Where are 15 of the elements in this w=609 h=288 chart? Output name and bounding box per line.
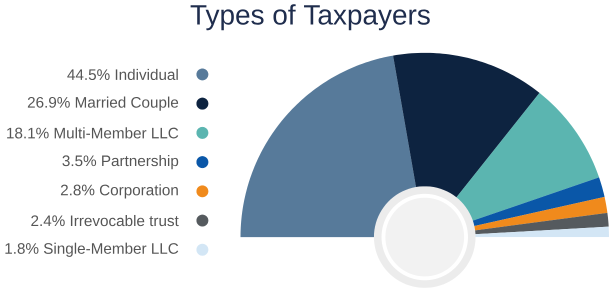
legend-label: Single-Member LLC (44, 242, 178, 257)
legend-label: Multi-Member LLC (54, 127, 178, 139)
data-label: 2.4% (31, 215, 65, 226)
legend-label: Irrevocable trust (70, 215, 179, 226)
data-label: 3.5% (62, 155, 96, 166)
data-label: 44.5% (67, 69, 110, 80)
chart-title: Types of Taxpayers (190, 4, 430, 30)
legend-label: Corporation (100, 184, 178, 198)
data-label: 1.8% (5, 243, 38, 254)
legend-label: Partnership (102, 155, 178, 170)
data-label: 2.8% (60, 184, 94, 196)
legend-label: Individual (116, 68, 178, 80)
data-label: 26.9% (28, 97, 70, 108)
data-label: 18.1% (7, 128, 49, 139)
legend-label: Married Couple (76, 96, 178, 111)
